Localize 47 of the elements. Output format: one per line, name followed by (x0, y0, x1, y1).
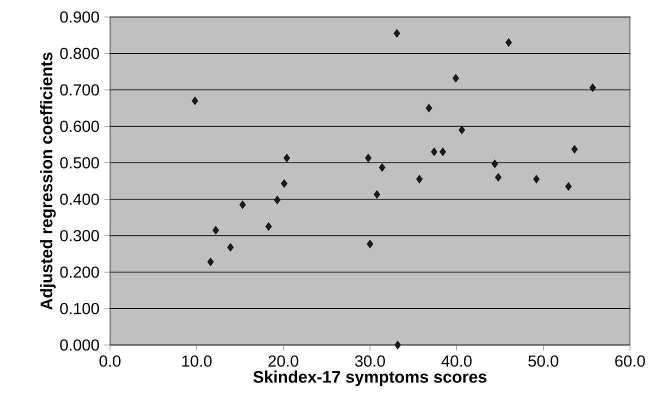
point (265, 222, 272, 231)
point (378, 163, 386, 172)
point (394, 29, 400, 38)
point (452, 74, 460, 82)
y-tick-label: 0.600 (60, 120, 99, 132)
y-tick-label: 0.000 (60, 339, 99, 351)
point (366, 240, 374, 248)
x-tick-label: 10.0 (182, 355, 212, 367)
y-tick-label: 0.800 (60, 48, 99, 60)
point (284, 154, 290, 162)
point (589, 83, 596, 92)
x-tick-label: 30.0 (355, 355, 385, 367)
point (440, 148, 446, 156)
x-tick-label: 20.0 (268, 355, 298, 367)
y-axis-title: Adjusted regression coefficients (40, 52, 56, 310)
point (565, 182, 572, 191)
point (227, 243, 234, 252)
y-tick-label: 0.400 (60, 194, 99, 205)
point (394, 340, 402, 350)
y-tick-label: 0.500 (60, 157, 99, 168)
x-tick-label: 50.0 (528, 355, 558, 367)
y-tick-label: 0.200 (60, 266, 99, 278)
point (364, 154, 372, 162)
point (505, 38, 512, 47)
x-tick-label: 40.0 (441, 355, 472, 367)
y-tick-label: 0.300 (60, 230, 99, 242)
point (239, 200, 246, 209)
point (571, 145, 578, 154)
x-axis-title: Skindex-17 symptoms scores (253, 370, 486, 386)
point (207, 258, 214, 266)
y-tick-label: 0.900 (60, 11, 99, 23)
point (212, 226, 220, 234)
point (274, 196, 281, 204)
point (192, 96, 198, 106)
x-tick-label: 0.0 (100, 355, 121, 367)
point (533, 174, 540, 184)
point (492, 160, 498, 168)
point (374, 190, 380, 199)
point (426, 104, 432, 112)
point (416, 174, 423, 184)
y-tick-label: 0.700 (60, 84, 99, 96)
y-tick-label: 0.100 (60, 302, 99, 314)
point (494, 173, 502, 182)
x-tick-label: 60.0 (615, 355, 645, 367)
point (280, 179, 288, 188)
point (458, 126, 466, 134)
point (430, 148, 438, 156)
